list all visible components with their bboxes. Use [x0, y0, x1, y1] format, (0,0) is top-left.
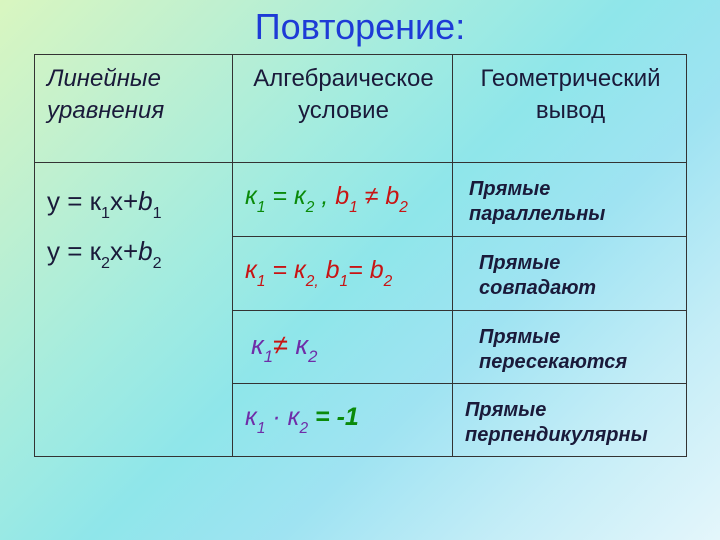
- eq1-mid: х+: [110, 186, 138, 216]
- eq1-sub2: 1: [153, 204, 162, 222]
- c1-b1: b: [335, 182, 349, 210]
- eq2-pre: у = к: [47, 236, 101, 266]
- review-table-container: Линейные уравнения Алгебраическое услови…: [34, 54, 686, 457]
- c1-sep: ,: [314, 182, 335, 210]
- review-table: Линейные уравнения Алгебраическое услови…: [34, 54, 687, 457]
- eq2-mid: х+: [110, 236, 138, 266]
- eq2-sub2: 2: [153, 254, 162, 272]
- equation-2: у = к2х+b2: [47, 227, 222, 277]
- header-row: Линейные уравнения Алгебраическое услови…: [35, 55, 687, 163]
- geo-parallel: Прямые параллельны: [453, 163, 687, 237]
- geo-perpendicular: Прямые перпендикулярны: [453, 384, 687, 457]
- eq2-sub1: 2: [101, 254, 110, 272]
- eq1-b: b: [138, 186, 152, 216]
- eq1-sub1: 1: [101, 204, 110, 222]
- c3-k2: к: [295, 330, 308, 360]
- cond4: к1 · к2: [245, 403, 315, 431]
- geo4b: перпендикулярны: [465, 424, 648, 446]
- cond3: к1≠ к2: [251, 330, 317, 360]
- c1-k: к: [245, 182, 257, 210]
- header-algebraic-condition: Алгебраическое условие: [233, 55, 453, 163]
- c1-neq: ≠: [358, 182, 386, 210]
- c1-k2: к: [294, 182, 306, 210]
- hdr-c1-l1: Линейные: [47, 65, 161, 92]
- cond2-b: b1= b2: [326, 256, 393, 284]
- eq2-b: b: [138, 236, 152, 266]
- c2-eq: =: [265, 256, 294, 284]
- c2-b1: b: [326, 256, 340, 284]
- geo3b: пересекаются: [479, 351, 627, 373]
- geo-coincide: Прямые совпадают: [453, 237, 687, 311]
- geo4a: Прямые: [465, 399, 546, 421]
- hdr-c2-l2: условие: [298, 97, 389, 124]
- hdr-c1-l2: уравнения: [47, 97, 164, 124]
- c4-k1: к: [245, 403, 257, 431]
- c4-eq: = -1: [315, 403, 359, 431]
- c4-k2: к: [288, 403, 300, 431]
- condition-perpendicular: к1 · к2 = -1: [233, 384, 453, 457]
- cond1-b: b1 ≠ b2: [335, 182, 408, 210]
- condition-parallel: к1 = к2 , b1 ≠ b2: [233, 163, 453, 237]
- geo1b: параллельны: [469, 203, 605, 225]
- c2-beq: =: [348, 256, 370, 284]
- c3-neq: ≠: [273, 330, 295, 360]
- c2-b2: b: [370, 256, 384, 284]
- eq1-pre: у = к: [47, 186, 101, 216]
- table-row: у = к1х+b1 у = к2х+b2 к1 = к2 , b1 ≠ b2 …: [35, 163, 687, 237]
- equations-cell: у = к1х+b1 у = к2х+b2: [35, 163, 233, 457]
- page-title: Повторение:: [0, 6, 720, 48]
- c4-dot: ·: [265, 403, 287, 431]
- c2-k2: к: [294, 256, 306, 284]
- geo3a: Прямые: [479, 326, 560, 348]
- equation-1: у = к1х+b1: [47, 177, 222, 227]
- condition-intersect: к1≠ к2: [233, 311, 453, 384]
- header-geometric-conclusion: Геометрический вывод: [453, 55, 687, 163]
- c3-k1: к: [251, 330, 264, 360]
- c1-eq: =: [265, 182, 294, 210]
- cond1-k1: к1 = к2: [245, 182, 314, 210]
- geo-intersect: Прямые пересекаются: [453, 311, 687, 384]
- c1-b2: b: [385, 182, 399, 210]
- hdr-c2-l1: Алгебраическое: [253, 65, 433, 92]
- geo2a: Прямые: [479, 252, 560, 274]
- geo2b: совпадают: [479, 277, 596, 299]
- cond2-k: к1 = к2,: [245, 256, 319, 284]
- geo1a: Прямые: [469, 178, 550, 200]
- c2-sep: [319, 256, 326, 284]
- c2-k: к: [245, 256, 257, 284]
- hdr-c3-l1: Геометрический: [480, 65, 660, 92]
- header-linear-equations: Линейные уравнения: [35, 55, 233, 163]
- hdr-c3-l2: вывод: [536, 97, 605, 124]
- condition-coincide: к1 = к2, b1= b2: [233, 237, 453, 311]
